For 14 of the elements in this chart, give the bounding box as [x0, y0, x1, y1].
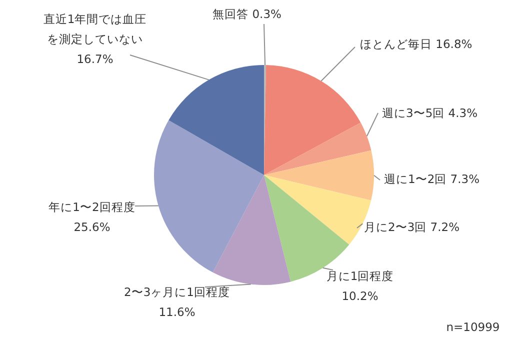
data-label: 11.6%	[158, 305, 196, 319]
slice-label: 直近1年間では血圧を測定していない	[43, 12, 147, 46]
text: n=10999	[446, 320, 500, 334]
data-label: 16.7%	[76, 52, 114, 66]
slice-label: 月に1回程度	[326, 269, 394, 283]
data-label: 25.6%	[74, 220, 110, 234]
slice-label: 月に2〜3回 7.2%	[364, 220, 460, 234]
slice-label: 週に1〜2回 7.3%	[384, 172, 480, 186]
slice-label: ほとんど毎日 16.8%	[360, 37, 472, 51]
slice-label: 2〜3ヶ月に1回程度	[124, 285, 230, 299]
slice-label: 無回答 0.3%	[212, 7, 282, 21]
slice-label: 週に3〜5回 4.3%	[382, 106, 478, 120]
slice-label: 年に1〜2回程度	[48, 200, 136, 214]
data-label: 10.2%	[342, 289, 378, 303]
